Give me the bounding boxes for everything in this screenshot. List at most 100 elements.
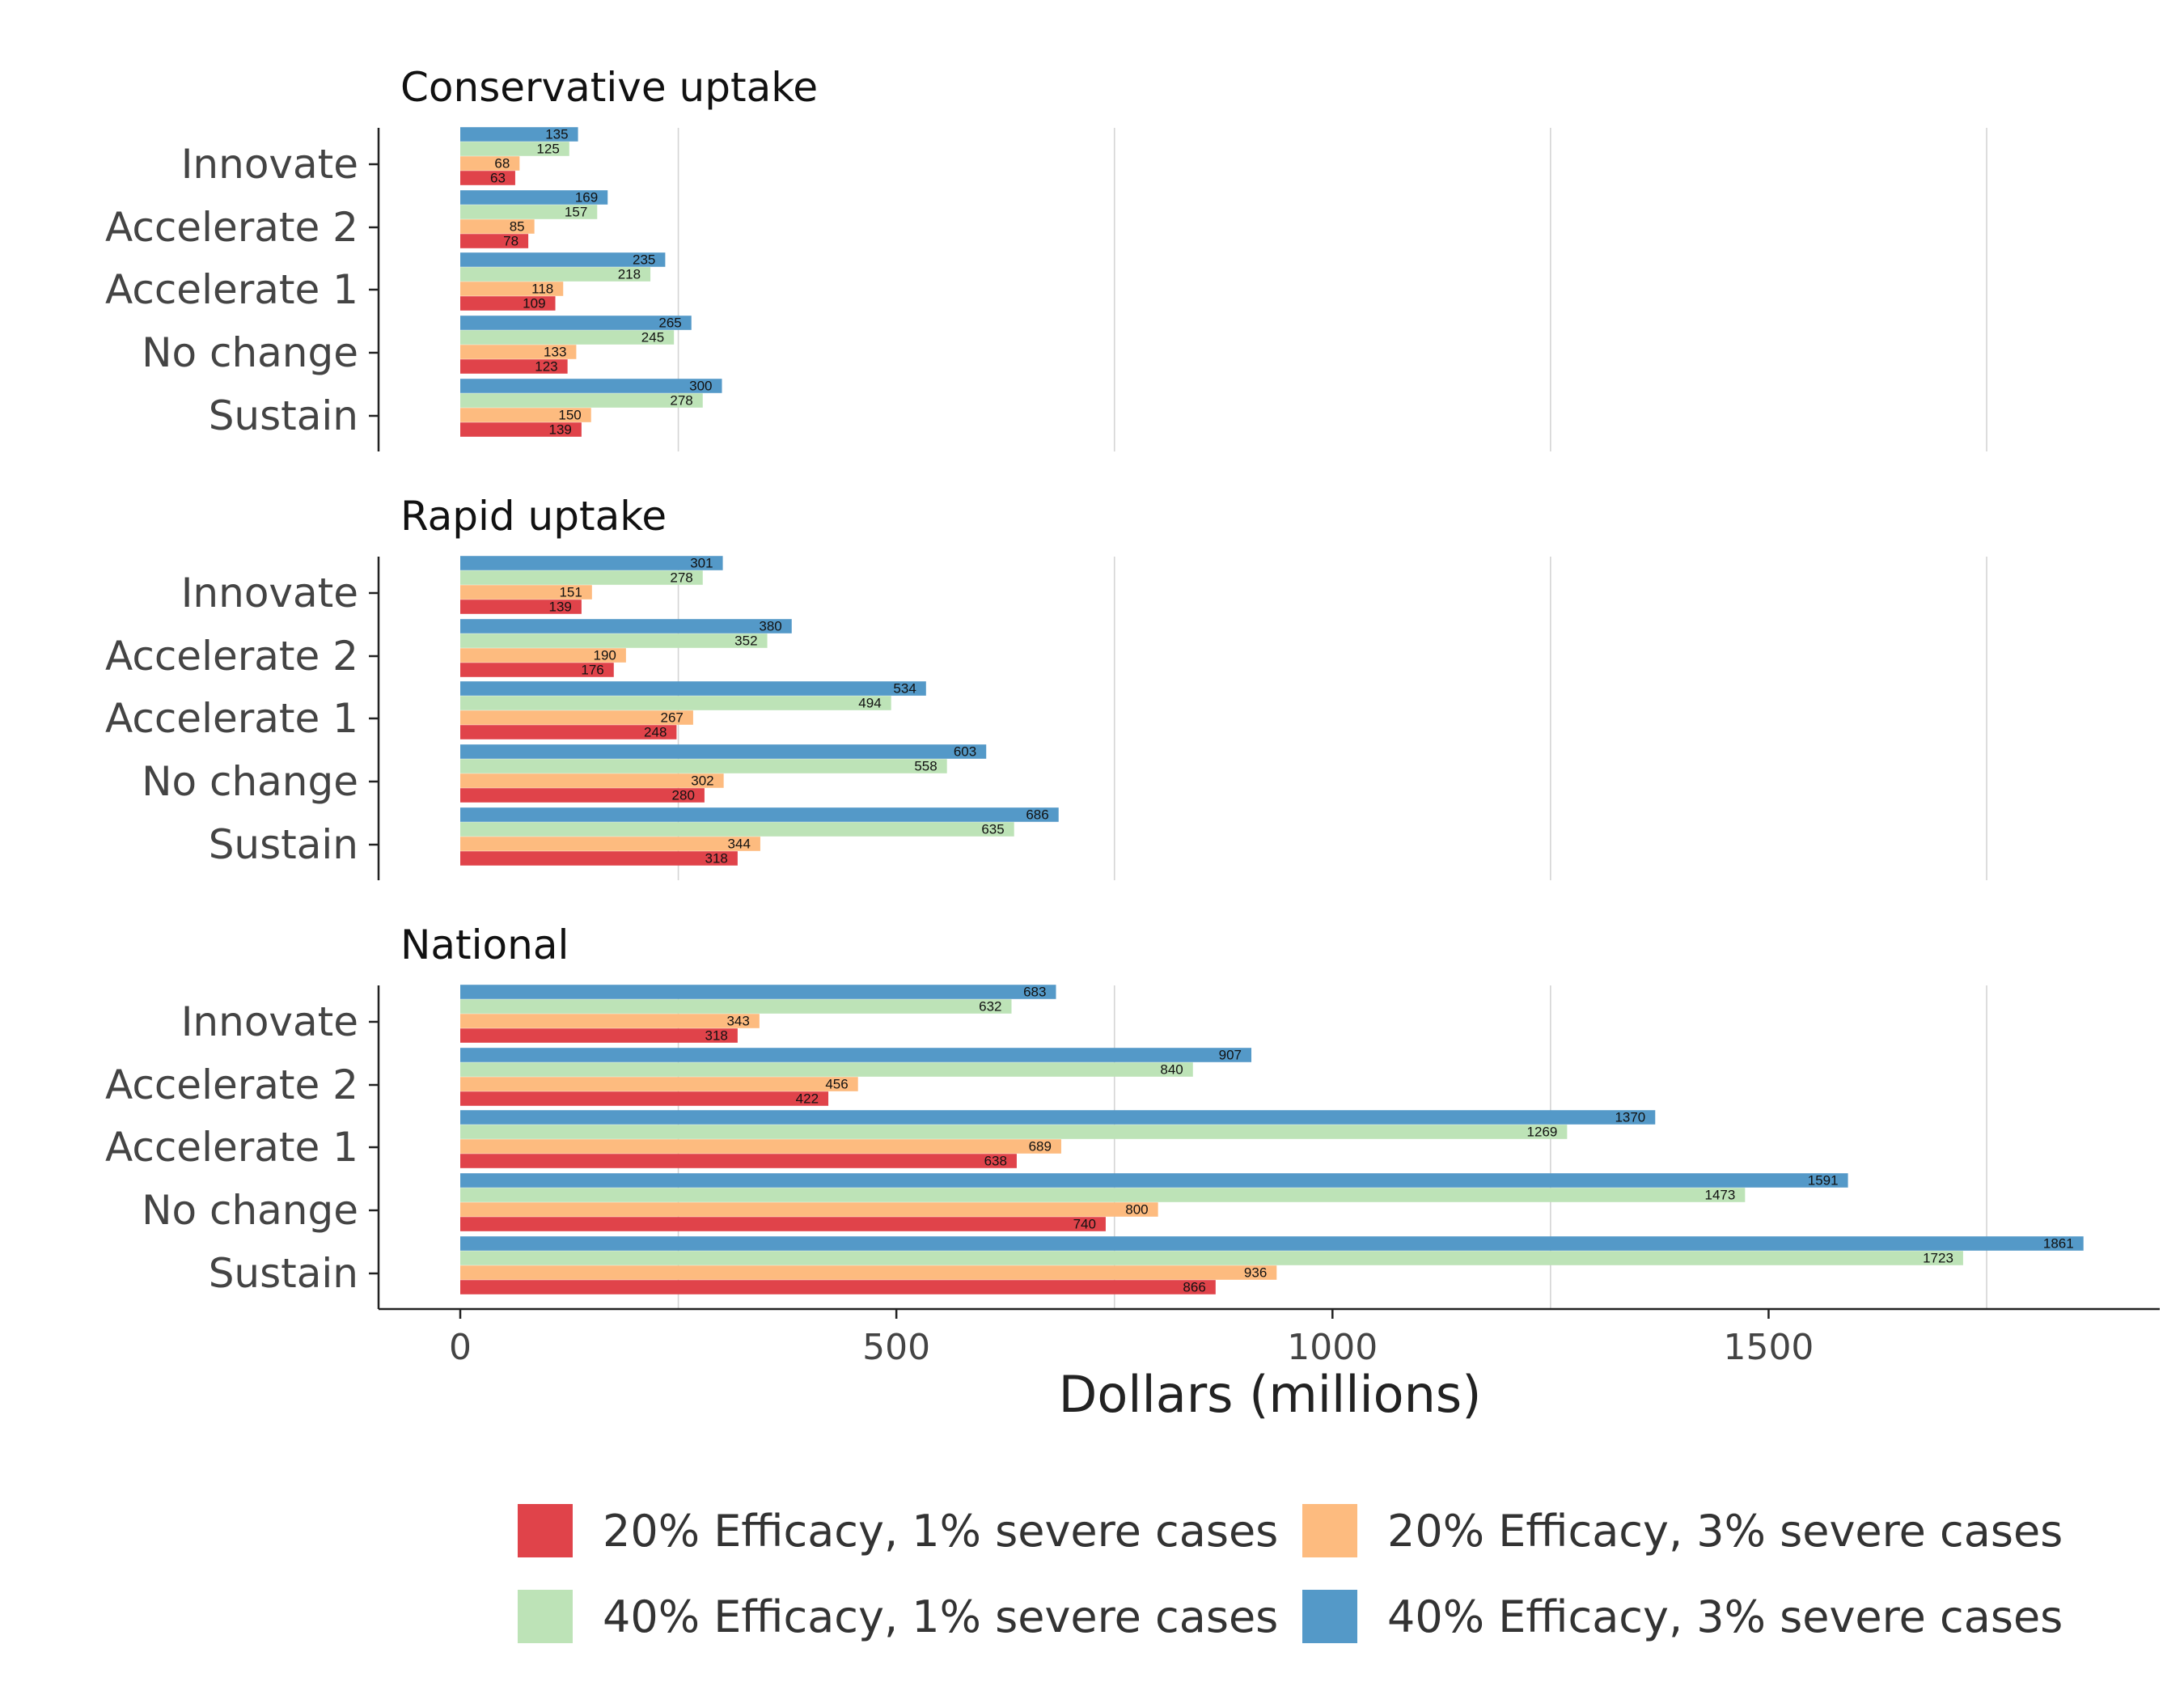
bar-value-label: 1473 bbox=[1705, 1187, 1736, 1202]
x-tick-label: 0 bbox=[449, 1327, 472, 1368]
bar-2 bbox=[460, 330, 675, 345]
category-label: Innovate bbox=[181, 141, 358, 188]
bar-value-label: 280 bbox=[672, 787, 695, 803]
bar-0 bbox=[460, 1028, 738, 1043]
bar-value-label: 157 bbox=[565, 204, 587, 219]
legend-item: 40% Efficacy, 1% severe cases bbox=[518, 1590, 1278, 1643]
bar-3 bbox=[460, 744, 987, 759]
bar-value-label: 248 bbox=[644, 724, 667, 739]
bar-value-label: 245 bbox=[641, 329, 664, 345]
x-tick-label: 500 bbox=[862, 1327, 930, 1368]
bar-value-label: 866 bbox=[1183, 1279, 1205, 1294]
bar-2 bbox=[460, 570, 703, 585]
bar-1 bbox=[460, 648, 626, 663]
bar-0 bbox=[460, 422, 582, 437]
bar-2 bbox=[460, 142, 569, 156]
bar-1 bbox=[460, 1014, 760, 1028]
bar-1 bbox=[460, 1077, 858, 1091]
bar-value-label: 139 bbox=[549, 422, 572, 437]
bar-value-label: 150 bbox=[558, 407, 581, 422]
bar-value-label: 683 bbox=[1023, 984, 1046, 999]
bar-value-label: 68 bbox=[494, 155, 510, 171]
bar-value-label: 151 bbox=[559, 584, 582, 600]
bar-value-label: 1269 bbox=[1527, 1124, 1558, 1139]
bar-value-label: 740 bbox=[1073, 1216, 1096, 1231]
legend-swatch bbox=[1302, 1504, 1357, 1557]
bar-value-label: 635 bbox=[981, 821, 1004, 837]
bar-value-label: 534 bbox=[893, 680, 916, 696]
bar-1 bbox=[460, 710, 693, 725]
bar-1 bbox=[460, 282, 564, 296]
legend-label: 20% Efficacy, 3% severe cases bbox=[1387, 1506, 2063, 1557]
bar-0 bbox=[460, 1280, 1216, 1294]
bar-3 bbox=[460, 1110, 1656, 1125]
panel-title: National bbox=[400, 922, 569, 968]
bar-value-label: 456 bbox=[825, 1076, 848, 1091]
bar-value-label: 123 bbox=[535, 358, 557, 374]
legend-swatch bbox=[518, 1590, 573, 1643]
category-label: Accelerate 1 bbox=[105, 1124, 358, 1171]
bar-3 bbox=[460, 619, 792, 633]
legend-label: 40% Efficacy, 1% severe cases bbox=[603, 1591, 1278, 1642]
bar-0 bbox=[460, 1217, 1106, 1231]
bar-value-label: 78 bbox=[503, 233, 518, 248]
bar-3 bbox=[460, 807, 1059, 822]
bar-3 bbox=[460, 190, 608, 205]
axes: Dollars (millions) 0 500 1000 1500 bbox=[379, 1307, 2160, 1424]
bar-1 bbox=[460, 1265, 1277, 1280]
legend-swatch bbox=[518, 1504, 573, 1557]
bar-2 bbox=[460, 1188, 1746, 1202]
legend-item: 20% Efficacy, 3% severe cases bbox=[1302, 1504, 2063, 1557]
category-label: Accelerate 1 bbox=[105, 266, 358, 313]
bar-0 bbox=[460, 663, 614, 677]
bar-2 bbox=[460, 205, 598, 219]
bar-value-label: 1861 bbox=[2043, 1235, 2074, 1251]
bar-0 bbox=[460, 600, 582, 614]
category-label: No change bbox=[142, 1187, 358, 1234]
bar-1 bbox=[460, 1202, 1158, 1217]
bar-value-label: 218 bbox=[618, 266, 641, 282]
bar-value-label: 1723 bbox=[1923, 1250, 1953, 1265]
bar-value-label: 638 bbox=[984, 1153, 1007, 1168]
bar-3 bbox=[460, 379, 722, 393]
bar-value-label: 278 bbox=[670, 392, 692, 408]
bar-value-label: 235 bbox=[633, 252, 655, 267]
bar-3 bbox=[460, 1173, 1848, 1188]
bar-value-label: 344 bbox=[728, 836, 751, 851]
category-label: No change bbox=[142, 329, 358, 376]
category-label: Accelerate 2 bbox=[105, 204, 358, 251]
bar-0 bbox=[460, 296, 556, 311]
bar-3 bbox=[460, 985, 1056, 999]
bar-value-label: 265 bbox=[658, 315, 681, 330]
bar-3 bbox=[460, 127, 578, 142]
bar-1 bbox=[460, 345, 577, 359]
panel-title: Conservative uptake bbox=[400, 64, 818, 111]
bar-value-label: 689 bbox=[1029, 1138, 1052, 1154]
bar-3 bbox=[460, 252, 666, 267]
bar-value-label: 267 bbox=[661, 710, 684, 725]
bar-value-label: 840 bbox=[1160, 1061, 1183, 1077]
legend-swatch bbox=[1302, 1590, 1357, 1643]
x-tick-label: 1000 bbox=[1287, 1327, 1378, 1368]
category-label: Accelerate 2 bbox=[105, 633, 358, 680]
bar-3 bbox=[460, 681, 926, 696]
bar-value-label: 118 bbox=[531, 281, 553, 296]
bar-1 bbox=[460, 773, 724, 788]
bar-value-label: 343 bbox=[726, 1013, 749, 1028]
bar-0 bbox=[460, 851, 738, 866]
legend-label: 40% Efficacy, 3% severe cases bbox=[1387, 1591, 2063, 1642]
bar-value-label: 135 bbox=[545, 126, 568, 142]
bar-value-label: 632 bbox=[979, 998, 1001, 1014]
bar-value-label: 318 bbox=[705, 850, 728, 866]
category-label: No change bbox=[142, 758, 358, 805]
category-label: Innovate bbox=[181, 570, 358, 616]
bar-value-label: 603 bbox=[954, 744, 976, 759]
bar-3 bbox=[460, 1236, 2084, 1251]
bar-value-label: 318 bbox=[705, 1027, 728, 1043]
bar-2 bbox=[460, 393, 703, 408]
legend-item: 40% Efficacy, 3% severe cases bbox=[1302, 1590, 2063, 1643]
